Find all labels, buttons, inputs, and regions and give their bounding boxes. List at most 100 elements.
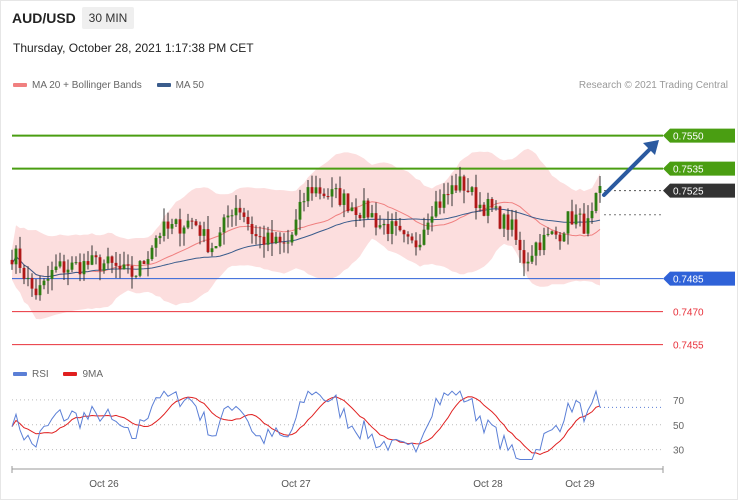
level-label-0.7455: 0.7455 [673,341,704,352]
candle-body [558,234,562,242]
candle-body [354,207,358,216]
candle-body [126,264,130,266]
candle-body [154,238,158,248]
candle-body [582,213,586,234]
9ma-swatch [63,372,78,377]
projection-arrow-shaft [602,146,653,197]
candle-body [510,219,514,230]
candle-body [302,201,306,203]
candle-body [286,242,290,244]
candle-body [474,187,478,209]
main-legend: MA 20 + Bollinger Bands MA 50 [13,80,204,91]
candle-body [530,255,534,262]
level-tag-0.7485 [663,271,735,286]
candle-body [590,210,594,219]
candle-body [222,217,226,233]
candle-body [106,256,110,264]
rsi-line [11,389,601,460]
candle-body [418,244,422,248]
candle-body [574,214,578,225]
x-tick-label: Oct 26 [89,479,119,490]
candle-body [450,185,454,195]
x-tick-label: Oct 28 [473,479,503,490]
rsi-tick-70: 70 [673,396,685,407]
candle-body [46,278,50,281]
candle-body [346,193,350,212]
candle-body [470,187,474,192]
candle-body [550,231,554,234]
candle-body [578,213,582,215]
candle-body [394,221,398,226]
candle-body [226,215,230,218]
candle-body [374,213,378,228]
candle-body [146,259,150,264]
candle-body [466,190,470,192]
ma50-line [11,208,601,278]
candle-body [410,236,414,241]
ma20-swatch [13,83,27,88]
candle-body [562,233,566,242]
candle-body [62,261,66,273]
candle-body [78,262,82,275]
candle-body [462,176,466,191]
candle-body [542,234,546,251]
candle-body [306,187,310,202]
candle-body [194,221,198,226]
candle-body [338,188,342,205]
timeframe-badge[interactable]: 30 MIN [82,7,134,29]
candle-body [218,232,222,247]
candle-body [290,234,294,243]
rsi-legend: RSI 9MA [13,369,103,380]
candle-body [102,263,106,271]
candle-body [186,220,190,228]
legend-item-ma50: MA 50 [156,80,204,91]
candle-body [522,250,526,264]
legend-item-9ma: 9MA [63,369,103,380]
candle-body [10,259,14,265]
candle-body [210,248,214,253]
candle-body [378,225,382,228]
level-label-0.7550: 0.7550 [673,132,704,143]
candle-body [18,248,22,268]
candle-body [598,186,602,193]
level-label-0.7525: 0.7525 [673,187,704,198]
candle-body [242,212,246,217]
candle-body [294,219,298,235]
candle-body [498,206,502,229]
candle-body [254,234,258,237]
candle-body [114,262,118,266]
level-tag-0.7535 [663,161,735,176]
candle-body [130,265,134,277]
credit-text: Research © 2021 Trading Central [578,80,728,91]
candle-body [314,187,318,194]
candle-body [170,224,174,229]
legend-label-ma20: MA 20 + Bollinger Bands [32,80,142,91]
candle-body [358,215,362,219]
candle-body [270,232,274,244]
candle-body [442,194,446,208]
candle-body [50,269,54,279]
legend-label-rsi: RSI [32,369,49,380]
candle-body [350,207,354,212]
candle-body [322,193,326,197]
candle-body [198,225,202,236]
legend-item-ma20: MA 20 + Bollinger Bands [13,80,142,91]
candle-body [298,201,302,220]
candle-body [538,242,542,251]
candle-body [486,199,490,216]
candle-body [258,236,262,238]
candle-body [74,262,78,264]
candle-body [458,176,462,191]
candle-body [546,233,550,235]
candle-body [586,218,590,234]
level-tag-0.7550 [663,128,735,143]
rsi-9ma-line [11,396,601,456]
candle-body [38,285,42,296]
candle-body [122,264,126,270]
candle-body [162,221,166,236]
candle-body [382,223,386,226]
candle-body [398,225,402,231]
candle-body [82,261,86,275]
candle-body [138,261,142,276]
